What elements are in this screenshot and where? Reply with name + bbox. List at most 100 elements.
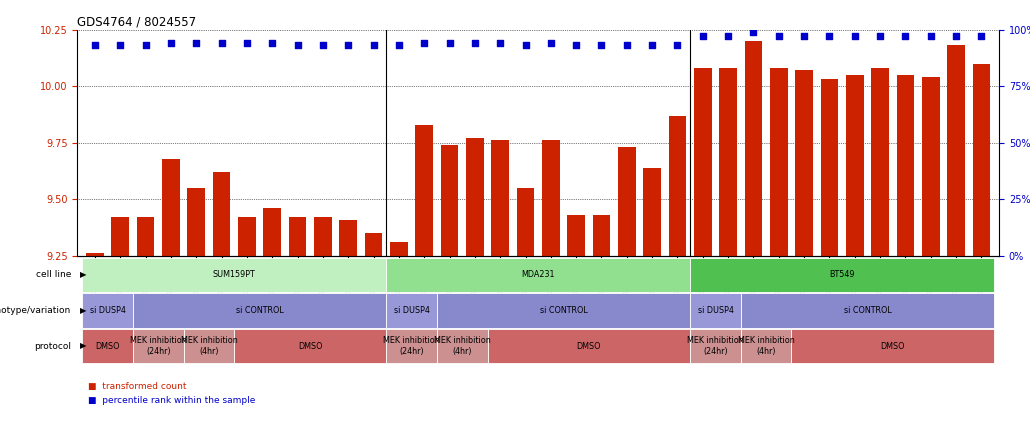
Point xyxy=(366,42,382,49)
Text: MEK inhibition
(24hr): MEK inhibition (24hr) xyxy=(687,336,744,356)
Text: si DUSP4: si DUSP4 xyxy=(393,306,430,315)
Text: MDA231: MDA231 xyxy=(521,270,555,280)
Text: cell line: cell line xyxy=(36,270,71,280)
Bar xyxy=(795,70,813,256)
Text: SUM159PT: SUM159PT xyxy=(213,270,255,280)
Bar xyxy=(922,77,939,256)
Text: MEK inhibition
(24hr): MEK inhibition (24hr) xyxy=(383,336,440,356)
Point xyxy=(289,42,306,49)
Point xyxy=(213,40,230,47)
Point xyxy=(720,33,736,40)
Text: si CONTROL: si CONTROL xyxy=(844,306,891,315)
Bar xyxy=(491,140,509,256)
Bar xyxy=(213,172,231,256)
Text: ▶: ▶ xyxy=(80,306,87,315)
Point xyxy=(923,33,939,40)
Point xyxy=(441,40,457,47)
Bar xyxy=(745,41,762,256)
Bar xyxy=(618,147,636,256)
Bar xyxy=(846,75,863,256)
Text: GDS4764 / 8024557: GDS4764 / 8024557 xyxy=(77,16,197,28)
Point xyxy=(796,33,813,40)
Point xyxy=(517,42,534,49)
Point xyxy=(137,42,153,49)
Point xyxy=(340,42,356,49)
Point xyxy=(315,42,332,49)
Point xyxy=(948,33,964,40)
Point xyxy=(644,42,660,49)
Point xyxy=(593,42,610,49)
Bar xyxy=(517,188,535,256)
Point xyxy=(492,40,509,47)
Bar xyxy=(187,188,205,256)
Point xyxy=(670,42,686,49)
Bar xyxy=(137,217,154,256)
Point xyxy=(973,33,990,40)
Bar xyxy=(238,217,255,256)
Point xyxy=(188,40,205,47)
Point xyxy=(87,42,103,49)
Text: si DUSP4: si DUSP4 xyxy=(90,306,126,315)
Point xyxy=(264,40,280,47)
Point xyxy=(416,40,433,47)
Bar xyxy=(162,159,180,256)
Bar xyxy=(339,220,357,256)
Text: si DUSP4: si DUSP4 xyxy=(697,306,733,315)
Bar xyxy=(415,125,433,256)
Bar xyxy=(390,242,408,256)
Point xyxy=(619,42,636,49)
Bar xyxy=(441,145,458,256)
Bar xyxy=(365,233,382,256)
Bar xyxy=(87,253,104,256)
Point xyxy=(568,42,584,49)
Text: ■  percentile rank within the sample: ■ percentile rank within the sample xyxy=(88,396,255,405)
Text: DMSO: DMSO xyxy=(577,341,602,351)
Point xyxy=(390,42,407,49)
Text: DMSO: DMSO xyxy=(881,341,905,351)
Bar xyxy=(111,217,129,256)
Point xyxy=(163,40,179,47)
Text: si CONTROL: si CONTROL xyxy=(236,306,283,315)
Bar xyxy=(668,115,686,256)
Bar xyxy=(896,75,915,256)
Text: DMSO: DMSO xyxy=(298,341,322,351)
Point xyxy=(745,28,761,35)
Bar xyxy=(592,215,611,256)
Point xyxy=(467,40,483,47)
Bar xyxy=(644,168,661,256)
Bar xyxy=(948,45,965,256)
Bar xyxy=(769,68,788,256)
Bar xyxy=(542,140,559,256)
Text: ▶: ▶ xyxy=(80,341,87,351)
Text: MEK inhibition
(4hr): MEK inhibition (4hr) xyxy=(737,336,794,356)
Bar xyxy=(972,63,990,256)
Point xyxy=(871,33,888,40)
Point xyxy=(239,40,255,47)
Point xyxy=(543,40,559,47)
Text: MEK inhibition
(24hr): MEK inhibition (24hr) xyxy=(130,336,186,356)
Text: ▶: ▶ xyxy=(80,270,87,280)
Point xyxy=(770,33,787,40)
Text: protocol: protocol xyxy=(34,341,71,351)
Text: genotype/variation: genotype/variation xyxy=(0,306,71,315)
Point xyxy=(694,33,711,40)
Bar xyxy=(314,217,332,256)
Point xyxy=(847,33,863,40)
Bar xyxy=(568,215,585,256)
Bar xyxy=(264,209,281,256)
Bar xyxy=(821,80,838,256)
Bar xyxy=(466,138,484,256)
Point xyxy=(112,42,129,49)
Text: ■  transformed count: ■ transformed count xyxy=(88,382,186,391)
Text: MEK inhibition
(4hr): MEK inhibition (4hr) xyxy=(434,336,490,356)
Bar xyxy=(694,68,712,256)
Bar xyxy=(871,68,889,256)
Point xyxy=(897,33,914,40)
Point xyxy=(821,33,837,40)
Text: MEK inhibition
(4hr): MEK inhibition (4hr) xyxy=(180,336,237,356)
Bar xyxy=(719,68,737,256)
Text: DMSO: DMSO xyxy=(96,341,119,351)
Text: BT549: BT549 xyxy=(829,270,855,280)
Bar xyxy=(288,217,307,256)
Text: si CONTROL: si CONTROL xyxy=(540,306,587,315)
